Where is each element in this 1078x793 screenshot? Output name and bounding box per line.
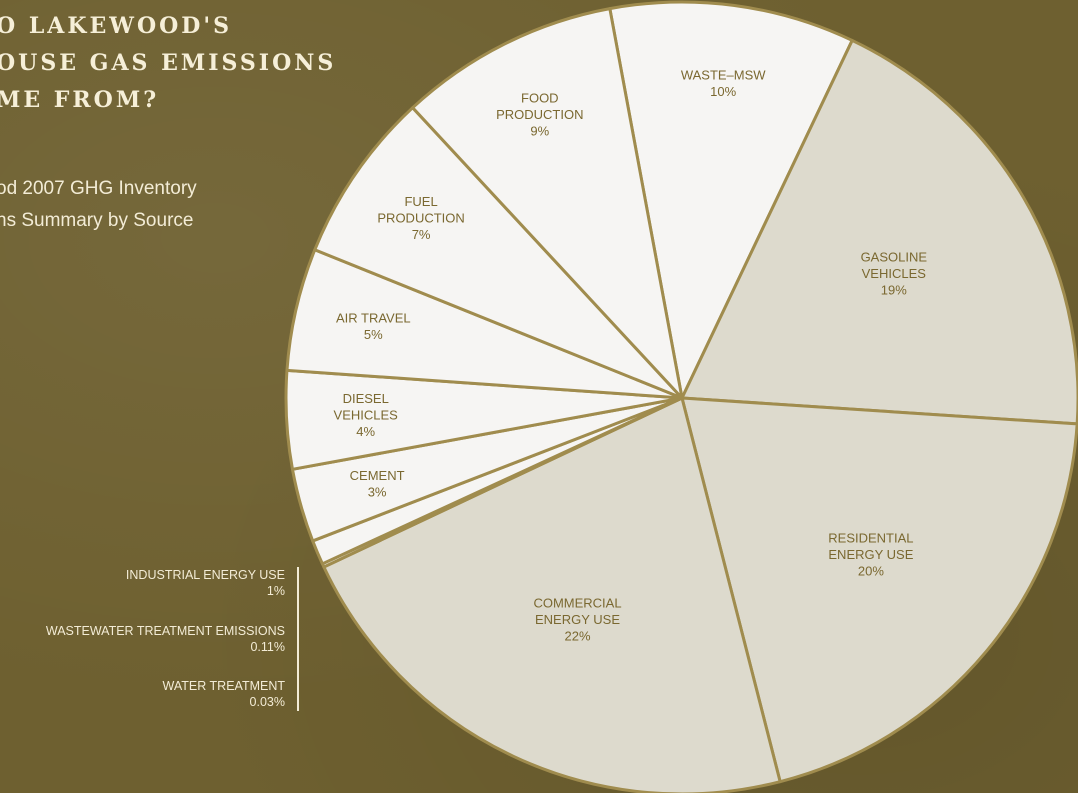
callout-wastewater-treatment: WASTEWATER TREATMENT EMISSIONS 0.11% bbox=[46, 623, 285, 655]
slice-label-air-travel: AIR TRAVEL 5% bbox=[336, 311, 411, 343]
pie-slice-food-production bbox=[411, 7, 684, 400]
callout-label: INDUSTRIAL ENERGY USE bbox=[125, 568, 285, 582]
callout-water-treatment: WATER TREATMENT 0.03% bbox=[163, 678, 285, 710]
callout-value: 0.03% bbox=[249, 695, 285, 709]
slice-label-residential-energy-use: RESIDENTIAL ENERGY USE 20% bbox=[828, 530, 913, 578]
slice-label-gasoline-vehicles: GASOLINE VEHICLES 19% bbox=[861, 249, 928, 297]
pie-slice-gasoline-vehicles bbox=[680, 38, 1078, 426]
callout-value: 1% bbox=[266, 584, 285, 598]
callout-label: WATER TREATMENT bbox=[162, 679, 285, 693]
chart-subtitle: od 2007 GHG Inventory ns Summary by Sour… bbox=[0, 178, 197, 231]
slice-label-cement: CEMENT 3% bbox=[350, 468, 405, 500]
callout-industrial-energy: INDUSTRIAL ENERGY USE 1% bbox=[126, 567, 285, 599]
slice-label-food-production: FOOD PRODUCTION 9% bbox=[496, 90, 583, 138]
pie-slice-fuel-production bbox=[313, 106, 684, 400]
callout-bracket bbox=[297, 567, 299, 711]
chart-title: O LAKEWOOD'S OUSE GAS EMISSIONS ME FROM? bbox=[0, 13, 337, 113]
slice-label-diesel-vehicles: DIESEL VEHICLES 4% bbox=[334, 391, 399, 439]
pie-slice-residential-energy-use bbox=[680, 396, 1078, 784]
callout-value: 0.11% bbox=[250, 640, 285, 654]
slice-label-waste-msw: WASTE–MSW 10% bbox=[681, 68, 766, 100]
pie-slice-waste-msw bbox=[608, 0, 854, 400]
slice-label-commercial-energy-use: COMMERCIAL ENERGY USE 22% bbox=[533, 596, 621, 644]
slice-label-fuel-production: FUEL PRODUCTION 7% bbox=[377, 194, 464, 242]
callout-label: WASTEWATER TREATMENT EMISSIONS bbox=[45, 624, 285, 638]
